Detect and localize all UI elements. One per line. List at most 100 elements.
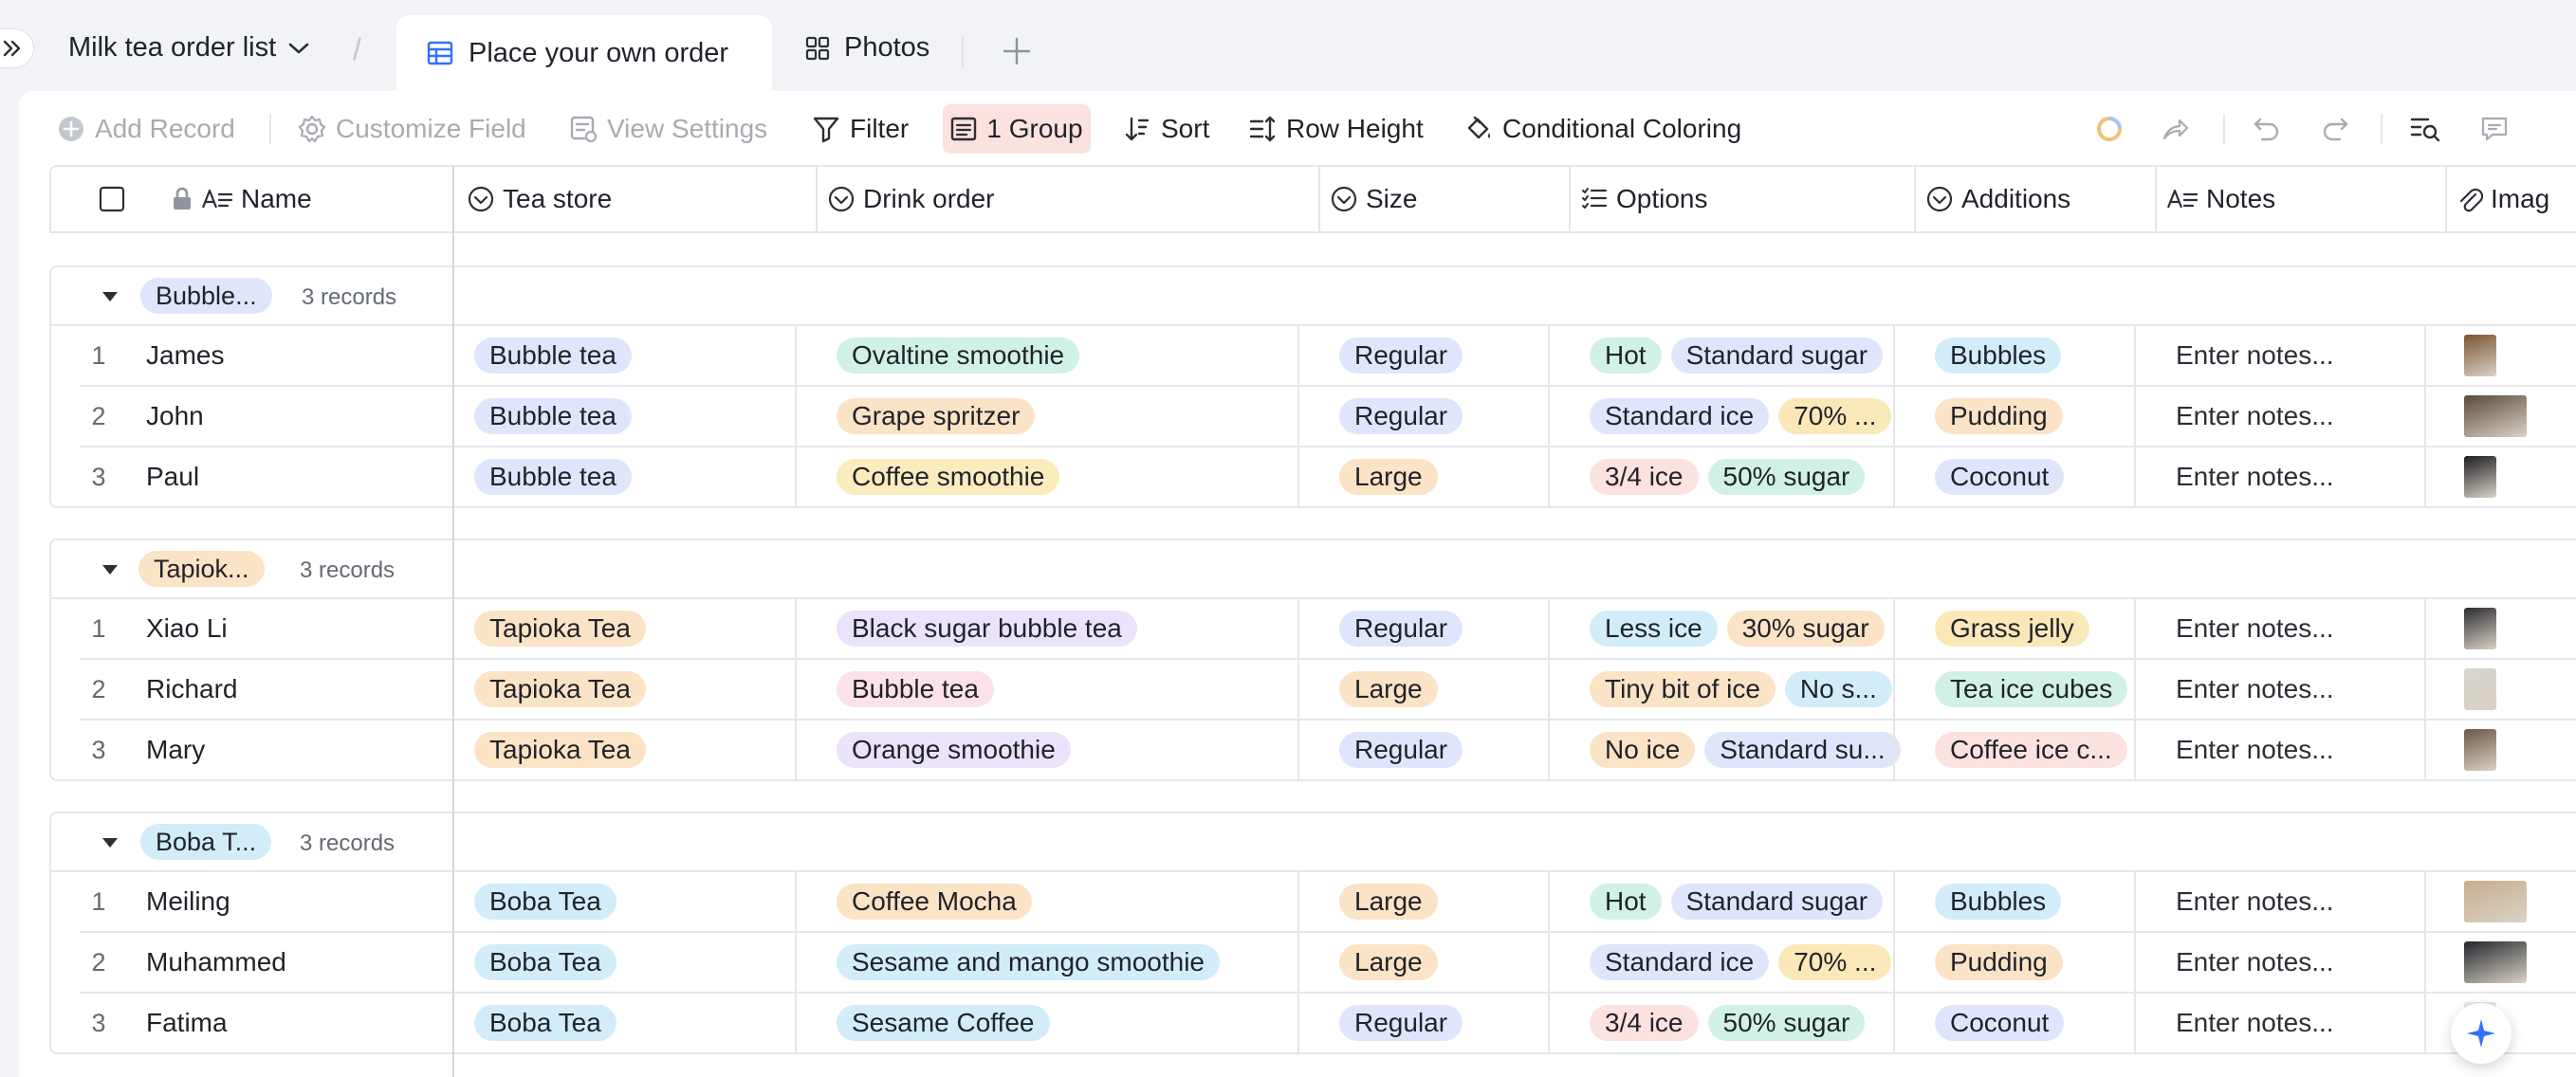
image-thumbnail[interactable]: [2464, 395, 2527, 437]
select-all-checkbox[interactable]: [99, 167, 125, 231]
column-header-image[interactable]: Imag: [2456, 167, 2549, 231]
image-thumbnail[interactable]: [2464, 456, 2496, 498]
table-row[interactable]: 2 Richard Tapioka Tea Bubble tea Large Tiny b…: [80, 660, 2576, 721]
name-cell[interactable]: James: [146, 326, 224, 385]
option-pill[interactable]: 50% sugar: [1707, 459, 1866, 495]
name-cell[interactable]: Muhammed: [146, 933, 286, 992]
notes-cell[interactable]: Enter notes...: [2176, 599, 2334, 658]
option-pill[interactable]: Standard sugar: [1670, 338, 1884, 374]
size-cell[interactable]: Regular: [1339, 387, 1463, 446]
undo-icon[interactable]: [2252, 114, 2282, 144]
group-header[interactable]: Bubble... 3 records: [51, 267, 2576, 326]
drink-pill[interactable]: Ovaltine smoothie: [837, 338, 1080, 374]
list-title-dropdown[interactable]: Milk tea order list: [68, 32, 310, 64]
tea-store-pill[interactable]: Bubble tea: [474, 338, 632, 374]
column-header-notes[interactable]: Notes: [2166, 167, 2275, 231]
additions-cell[interactable]: Tea ice cubes: [1935, 660, 2128, 719]
options-cell[interactable]: Standard ice 70% ...: [1590, 387, 1892, 446]
table-row[interactable]: 1 Xiao Li Tapioka Tea Black sugar bubble te…: [80, 599, 2576, 660]
option-pill[interactable]: Hot: [1590, 338, 1662, 374]
name-cell[interactable]: Meiling: [146, 872, 230, 931]
drink-pill[interactable]: Grape spritzer: [837, 398, 1036, 434]
tea-store-pill[interactable]: Bubble tea: [474, 398, 632, 434]
table-row[interactable]: 3 Mary Tapioka Tea Orange smoothie Regular No…: [80, 721, 2576, 781]
option-pill[interactable]: 3/4 ice: [1590, 1005, 1699, 1041]
image-cell[interactable]: [2464, 660, 2496, 719]
options-cell[interactable]: Standard ice 70% ...: [1590, 933, 1892, 992]
table-row[interactable]: 1 Meiling Boba Tea Coffee Mocha Large Hot Stan…: [80, 872, 2576, 933]
notes-cell[interactable]: Enter notes...: [2176, 326, 2334, 385]
image-cell[interactable]: [2464, 721, 2496, 779]
additions-cell[interactable]: Bubbles: [1935, 326, 2062, 385]
option-pill[interactable]: Standard su...: [1704, 732, 1901, 768]
size-pill[interactable]: Large: [1339, 944, 1438, 980]
group-button[interactable]: 1 Group: [943, 104, 1091, 154]
notes-cell[interactable]: Enter notes...: [2176, 994, 2334, 1052]
table-row[interactable]: 1 James Bubble tea Ovaltine smoothie Regular…: [80, 326, 2576, 387]
addition-pill[interactable]: Coconut: [1935, 459, 2065, 495]
option-pill[interactable]: Standard ice: [1590, 398, 1770, 434]
tea-store-cell[interactable]: Tapioka Tea: [474, 660, 646, 719]
image-thumbnail[interactable]: [2464, 941, 2527, 983]
image-cell[interactable]: [2464, 387, 2527, 446]
name-cell[interactable]: Xiao Li: [146, 599, 228, 658]
option-pill[interactable]: No s...: [1784, 671, 1892, 707]
notes-cell[interactable]: Enter notes...: [2176, 872, 2334, 931]
size-pill[interactable]: Regular: [1339, 338, 1463, 374]
comment-icon[interactable]: [2479, 114, 2510, 144]
view-settings-button[interactable]: View Settings: [569, 112, 767, 146]
column-header-additions[interactable]: Additions: [1925, 167, 2070, 231]
tea-store-cell[interactable]: Bubble tea: [474, 387, 632, 446]
size-pill[interactable]: Large: [1339, 671, 1438, 707]
group-header[interactable]: Boba T... 3 records: [51, 813, 2576, 872]
tab-place-your-own-order[interactable]: Place your own order: [396, 15, 772, 91]
table-row[interactable]: 3 Paul Bubble tea Coffee smoothie Large 3/4 i…: [80, 447, 2576, 508]
drink-order-cell[interactable]: Grape spritzer: [837, 387, 1036, 446]
drink-pill[interactable]: Black sugar bubble tea: [837, 611, 1137, 647]
image-thumbnail[interactable]: [2464, 881, 2527, 922]
drink-order-cell[interactable]: Bubble tea: [837, 660, 994, 719]
column-header-drink-order[interactable]: Drink order: [827, 167, 994, 231]
options-cell[interactable]: 3/4 ice 50% sugar: [1590, 447, 1866, 506]
drink-order-cell[interactable]: Black sugar bubble tea: [837, 599, 1137, 658]
tea-store-cell[interactable]: Boba Tea: [474, 872, 616, 931]
additions-cell[interactable]: Grass jelly: [1935, 599, 2089, 658]
table-row[interactable]: 2 John Bubble tea Grape spritzer Regular Stan…: [80, 387, 2576, 447]
option-pill[interactable]: Standard ice: [1590, 944, 1770, 980]
options-cell[interactable]: Less ice 30% sugar: [1590, 599, 1885, 658]
name-cell[interactable]: Fatima: [146, 994, 228, 1052]
image-thumbnail[interactable]: [2464, 668, 2496, 710]
addition-pill[interactable]: Pudding: [1935, 944, 2063, 980]
redo-icon[interactable]: [2320, 114, 2350, 144]
tab-photos[interactable]: Photos: [804, 32, 929, 64]
filter-button[interactable]: Filter: [812, 112, 909, 146]
notes-cell[interactable]: Enter notes...: [2176, 387, 2334, 446]
image-thumbnail[interactable]: [2464, 729, 2496, 771]
addition-pill[interactable]: Bubbles: [1935, 338, 2062, 374]
option-pill[interactable]: Hot: [1590, 884, 1662, 920]
size-cell[interactable]: Regular: [1339, 994, 1463, 1052]
drink-order-cell[interactable]: Orange smoothie: [837, 721, 1071, 779]
table-row[interactable]: 2 Muhammed Boba Tea Sesame and mango smooth…: [80, 933, 2576, 994]
name-cell[interactable]: Richard: [146, 660, 237, 719]
addition-pill[interactable]: Coconut: [1935, 1005, 2065, 1041]
add-view-button[interactable]: [1000, 34, 1034, 68]
notes-cell[interactable]: Enter notes...: [2176, 721, 2334, 779]
tea-store-cell[interactable]: Boba Tea: [474, 933, 616, 992]
option-pill[interactable]: 30% sugar: [1726, 611, 1885, 647]
addition-pill[interactable]: Bubbles: [1935, 884, 2062, 920]
tea-store-pill[interactable]: Tapioka Tea: [474, 732, 646, 768]
option-pill[interactable]: 3/4 ice: [1590, 459, 1699, 495]
addition-pill[interactable]: Grass jelly: [1935, 611, 2089, 647]
drink-order-cell[interactable]: Sesame and mango smoothie: [837, 933, 1220, 992]
drink-pill[interactable]: Orange smoothie: [837, 732, 1071, 768]
option-pill[interactable]: 70% ...: [1778, 944, 1892, 980]
drink-order-cell[interactable]: Coffee smoothie: [837, 447, 1060, 506]
column-header-size[interactable]: Size: [1330, 167, 1417, 231]
drink-pill[interactable]: Sesame and mango smoothie: [837, 944, 1220, 980]
caret-down-icon[interactable]: [101, 836, 120, 849]
notes-cell[interactable]: Enter notes...: [2176, 660, 2334, 719]
option-pill[interactable]: 50% sugar: [1707, 1005, 1866, 1041]
drink-pill[interactable]: Sesame Coffee: [837, 1005, 1050, 1041]
additions-cell[interactable]: Coffee ice c...: [1935, 721, 2127, 779]
